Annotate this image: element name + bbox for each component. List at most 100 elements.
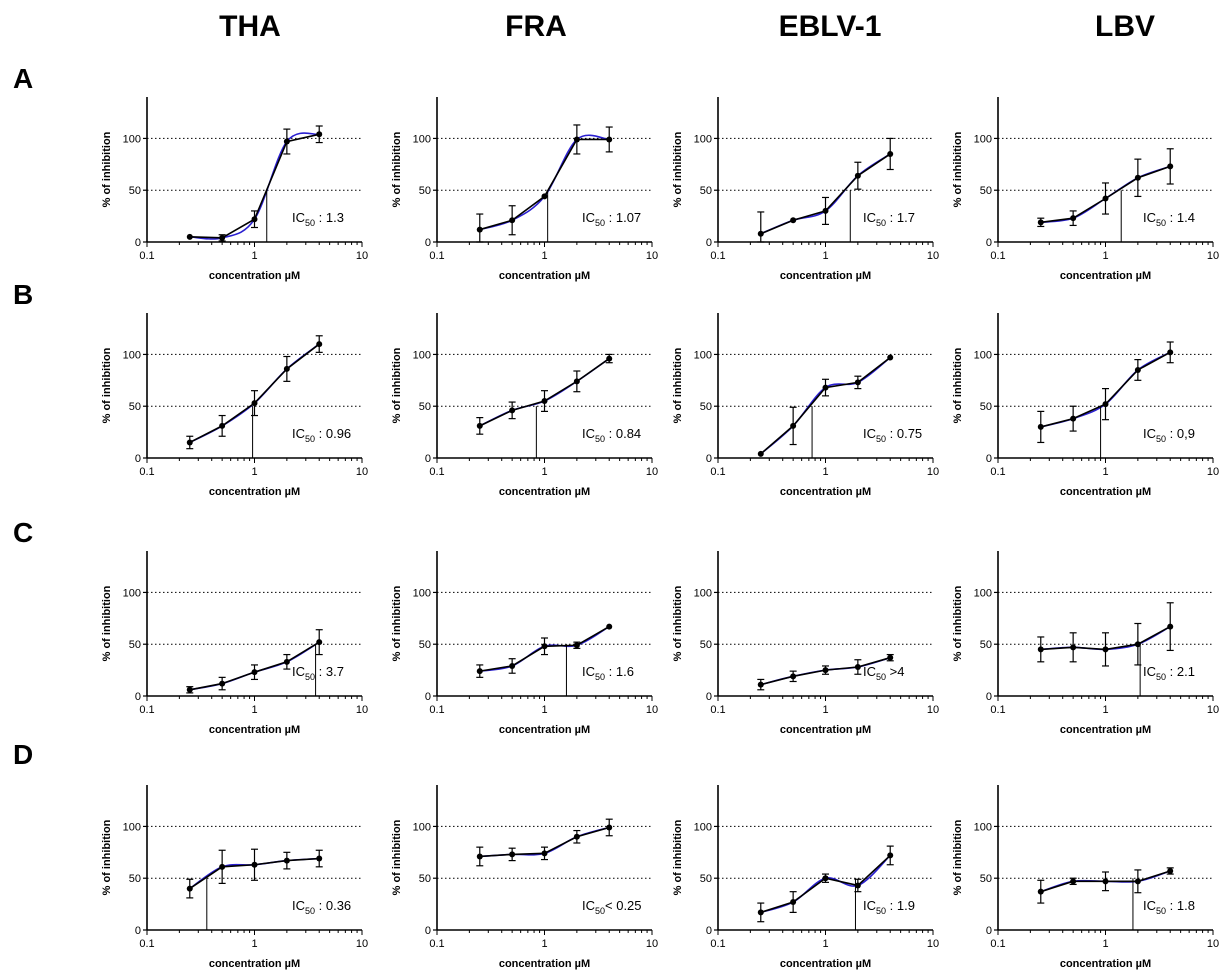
data-point — [219, 234, 226, 241]
y-tick-label: 50 — [980, 873, 992, 885]
data-point — [541, 850, 548, 857]
y-tick-label: 0 — [986, 237, 992, 249]
x-tick-label: 10 — [646, 938, 658, 950]
data-point — [1134, 174, 1141, 181]
data-point — [251, 216, 258, 223]
ic50-label-prefix: IC — [863, 426, 876, 441]
panel-c-eblv-1: 0 50 100 0.1 1 10 concentration µM % of inhibit… — [672, 551, 939, 736]
y-tick-label: 0 — [135, 453, 141, 465]
x-tick-label: 1 — [541, 250, 547, 262]
ic50-label-prefix: IC — [582, 210, 595, 225]
y-tick-label: 50 — [980, 185, 992, 197]
ic50-label-value: : 1.9 — [886, 898, 915, 913]
y-axis-label: % of inhibition — [672, 347, 684, 423]
ic50-label: IC50 : 1.4 — [1143, 210, 1195, 228]
x-tick-label: 1 — [251, 938, 257, 950]
x-tick-label: 0.1 — [990, 466, 1005, 478]
y-tick-label: 50 — [419, 639, 431, 651]
data-point — [573, 136, 580, 143]
y-tick-label: 0 — [135, 925, 141, 937]
y-tick-label: 50 — [700, 639, 712, 651]
column-title-tha: THA — [219, 10, 281, 43]
ic50-label-value: : 2.1 — [1166, 664, 1195, 679]
ic50-label-prefix: IC — [863, 898, 876, 913]
data-point — [476, 422, 483, 429]
ic50-label-prefix: IC — [1143, 210, 1156, 225]
data-point — [1167, 867, 1174, 874]
panel-d-fra: 0 50 100 0.1 1 10 concentration µM % of inhibit… — [391, 785, 658, 970]
data-point — [219, 680, 226, 687]
x-axis-label: concentration µM — [499, 958, 590, 970]
y-tick-label: 50 — [980, 401, 992, 413]
y-tick-label: 0 — [706, 453, 712, 465]
y-tick-label: 100 — [694, 821, 712, 833]
data-point — [509, 217, 516, 224]
x-tick-label: 10 — [646, 466, 658, 478]
data-point — [822, 875, 829, 882]
ic50-label-subscript: 50 — [595, 672, 605, 682]
y-tick-label: 0 — [425, 453, 431, 465]
data-point — [887, 150, 894, 157]
data-point — [1134, 366, 1141, 373]
data-point — [1167, 349, 1174, 356]
x-axis-label: concentration µM — [1060, 486, 1151, 498]
y-tick-label: 100 — [123, 587, 141, 599]
y-tick-label: 100 — [974, 587, 992, 599]
x-tick-label: 10 — [1207, 250, 1219, 262]
ic50-label-value: : 0.75 — [886, 426, 922, 441]
y-tick-label: 50 — [419, 401, 431, 413]
y-tick-label: 50 — [129, 401, 141, 413]
x-tick-label: 0.1 — [139, 250, 154, 262]
data-point — [316, 131, 323, 138]
data-point — [251, 400, 258, 407]
x-tick-label: 10 — [927, 938, 939, 950]
data-point — [186, 686, 193, 693]
x-tick-label: 10 — [646, 250, 658, 262]
y-tick-label: 0 — [425, 237, 431, 249]
ic50-label: IC50 : 0.84 — [582, 426, 641, 444]
x-tick-label: 0.1 — [429, 250, 444, 262]
ic50-label-subscript: 50 — [1156, 906, 1166, 916]
x-tick-label: 0.1 — [139, 466, 154, 478]
column-title-fra: FRA — [505, 10, 567, 43]
ic50-label: IC50 : 1.8 — [1143, 898, 1195, 916]
y-tick-label: 100 — [413, 821, 431, 833]
ic50-label-subscript: 50 — [595, 906, 605, 916]
y-axis-label: % of inhibition — [391, 819, 403, 895]
x-tick-label: 0.1 — [139, 938, 154, 950]
x-tick-label: 10 — [1207, 938, 1219, 950]
x-axis-label: concentration µM — [499, 486, 590, 498]
data-point — [219, 863, 226, 870]
ic50-label: IC50 : 2.1 — [1143, 664, 1195, 682]
data-point — [476, 668, 483, 675]
ic50-label-subscript: 50 — [305, 218, 315, 228]
ic50-label: IC50 : 0.75 — [863, 426, 922, 444]
x-axis-label: concentration µM — [780, 724, 871, 736]
data-point — [854, 172, 861, 179]
x-tick-label: 1 — [541, 938, 547, 950]
data-point — [790, 899, 797, 906]
ic50-label: IC50 : 0,9 — [1143, 426, 1195, 444]
ic50-label: IC50 : 1.3 — [292, 210, 344, 228]
ic50-label-value: : 1.4 — [1166, 210, 1195, 225]
x-axis-label: concentration µM — [209, 724, 300, 736]
x-tick-label: 10 — [1207, 466, 1219, 478]
ic50-label-subscript: 50 — [876, 672, 886, 682]
y-tick-label: 100 — [974, 133, 992, 145]
ic50-label-value: >4 — [886, 664, 904, 679]
panel-b-lbv: 0 50 100 0.1 1 10 concentration µM % of inhibit… — [952, 313, 1219, 498]
x-tick-label: 0.1 — [710, 938, 725, 950]
row-label-b: B — [13, 279, 33, 310]
y-tick-label: 0 — [706, 237, 712, 249]
data-point — [1102, 646, 1109, 653]
y-tick-label: 0 — [425, 691, 431, 703]
ic50-label-value: : 3.7 — [315, 664, 344, 679]
y-tick-label: 50 — [129, 639, 141, 651]
y-axis-label: % of inhibition — [391, 347, 403, 423]
y-tick-label: 0 — [986, 925, 992, 937]
data-point — [1102, 401, 1109, 408]
data-point — [1037, 219, 1044, 226]
ic50-label-subscript: 50 — [305, 906, 315, 916]
row-labels: A B C D — [13, 63, 33, 770]
panel-c-fra: 0 50 100 0.1 1 10 concentration µM % of inhibit… — [391, 551, 658, 736]
